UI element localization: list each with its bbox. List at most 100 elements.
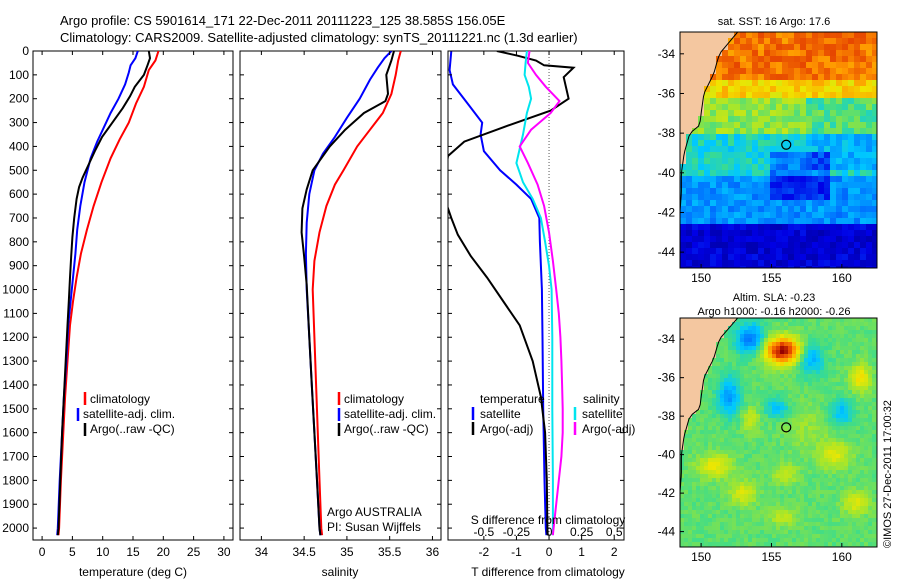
map-cell [852,522,857,527]
map-cell [852,462,857,467]
map-cell [830,248,837,255]
map-cell [684,454,689,459]
map-cell [684,518,689,523]
map-cell [864,430,869,435]
map-cell [816,342,821,347]
map-cell [760,482,765,487]
map-cell [866,212,873,219]
map-cell [836,44,843,51]
map-cell [688,426,693,431]
map-cell [812,542,817,547]
map-cell [840,346,845,351]
map-cell [780,486,785,491]
map-cell [832,482,837,487]
map-cell [680,514,685,519]
map-cell [752,158,759,165]
y-tick-label: 2000 [2,521,29,535]
map-cell [836,330,841,335]
map-cell [796,322,801,327]
map-cell [796,434,801,439]
map-cell [700,458,705,463]
map-cell [686,98,693,105]
map-cell [736,450,741,455]
map-cell [800,522,805,527]
map-cell [848,534,853,539]
map-cell [872,426,877,431]
map-cell [740,194,747,201]
map-cell [770,224,777,231]
map-cell [816,466,821,471]
map-cell [844,386,849,391]
map-cell [824,426,829,431]
map-cell [800,434,805,439]
map-cell [716,134,723,141]
map-cell [872,386,877,391]
map-cell [868,414,873,419]
map-cell [756,406,761,411]
map-cell [760,474,765,479]
map-cell [712,450,717,455]
map-cell [788,206,795,213]
map-cell [752,374,757,379]
map-cell [764,74,771,81]
map-cell [792,390,797,395]
map-cell [740,260,747,267]
map-cell [872,474,877,479]
map-cell [804,506,809,511]
map-cell [808,354,813,359]
map-cell [860,182,867,189]
map-cell [848,474,853,479]
map-cell [820,494,825,499]
map-cell [720,342,725,347]
map-cell [764,406,769,411]
map-cell [772,418,777,423]
map-cell [828,490,833,495]
map-cell [712,410,717,415]
map-cell [872,158,877,165]
map-cell [686,116,693,123]
map-cell [828,434,833,439]
map-cell [856,338,861,343]
map-cell [680,386,685,391]
map-cell [860,386,865,391]
map-cell [776,242,783,249]
map-cell [776,462,781,467]
map-cell [752,438,757,443]
map-cell [812,422,817,427]
map-cell [698,140,705,147]
map-cell [740,418,745,423]
map-cell [806,38,813,45]
map-cell [712,318,717,323]
map-cell [732,506,737,511]
map-cell [740,176,747,183]
map-cell [776,92,783,99]
map-cell [836,386,841,391]
map-cell [844,486,849,491]
map-cell [712,414,717,419]
map-cell [696,450,701,455]
map-cell [684,398,689,403]
map-cell [796,374,801,379]
map-cell [744,330,749,335]
map-cell [784,502,789,507]
map-cell [734,230,741,237]
map-cell [758,62,765,69]
map-cell [806,68,813,75]
map-cell [784,402,789,407]
map-cell [720,474,725,479]
map-cell [788,92,795,99]
map-cell [796,470,801,475]
map-cell [852,438,857,443]
map-cell [764,98,771,105]
map-cell [852,402,857,407]
map-cell [840,342,845,347]
map-cell [688,482,693,487]
map-cell [716,406,721,411]
map-cell [776,494,781,499]
map-cell [710,68,717,75]
map-cell [776,414,781,419]
map-cell [752,218,759,225]
map-cell [712,490,717,495]
map-cell [752,366,757,371]
map-cell [710,212,717,219]
